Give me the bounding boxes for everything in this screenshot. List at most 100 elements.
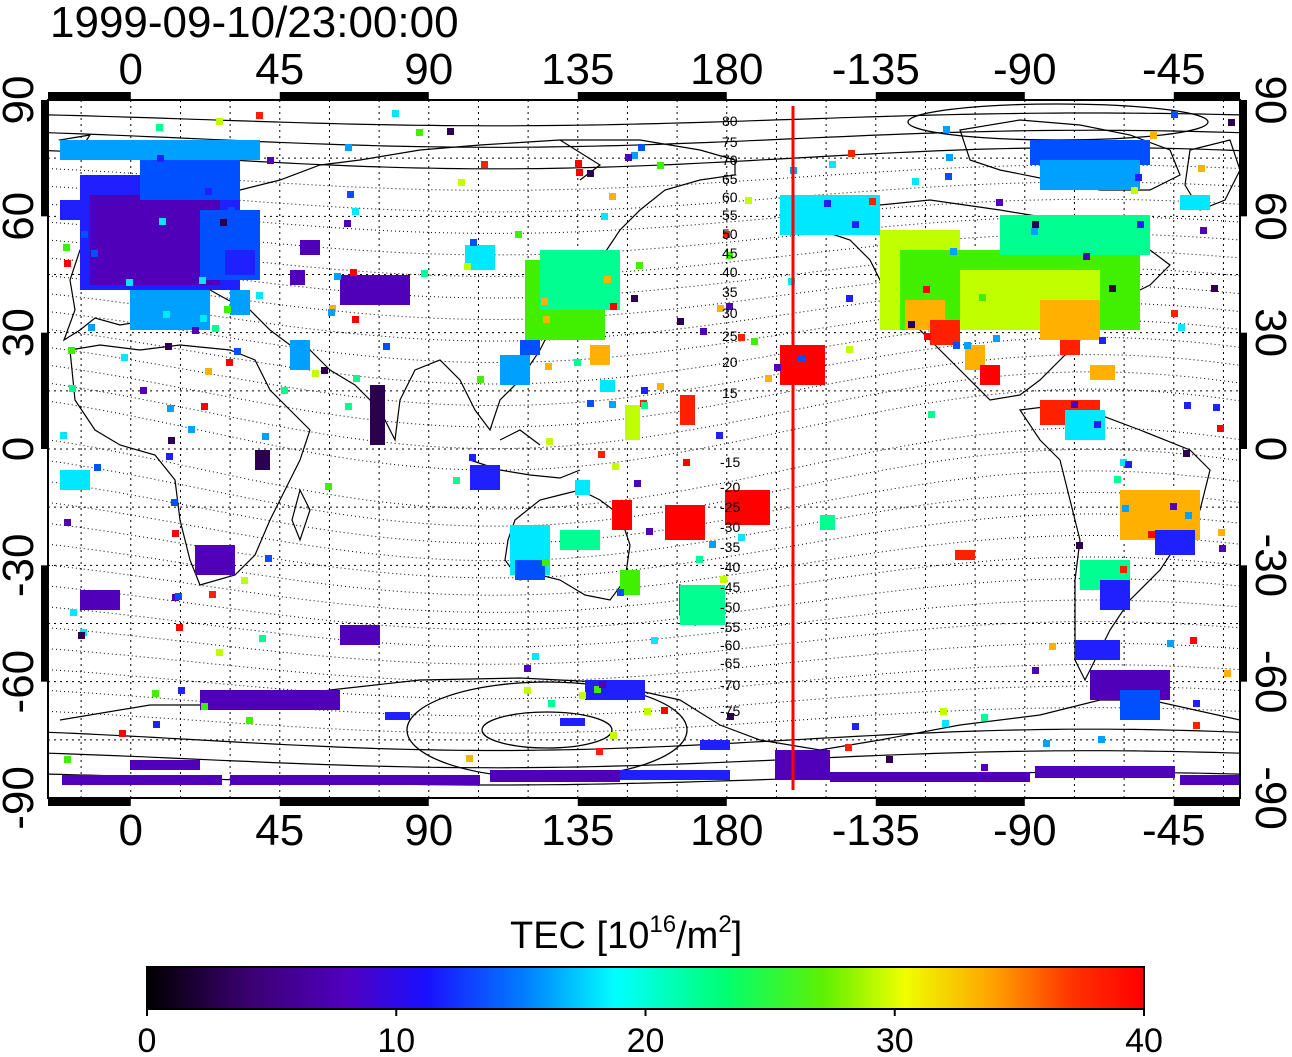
contour-label: -75 — [720, 703, 740, 719]
tec-cell — [340, 275, 410, 305]
tec-cell — [220, 219, 227, 226]
tec-cell — [625, 405, 640, 440]
tec-cell — [993, 335, 1000, 342]
tec-cell — [241, 577, 248, 584]
tec-cell — [383, 343, 390, 350]
tec-cell — [996, 199, 1003, 206]
tec-cell — [325, 483, 332, 490]
tec-cell — [1171, 111, 1178, 118]
tec-cell — [1094, 421, 1101, 428]
tec-cell — [1043, 740, 1050, 747]
tec-cell — [651, 637, 658, 644]
tec-cell — [601, 213, 608, 220]
longitude-tick-label: -90 — [993, 806, 1057, 855]
tec-cell — [1137, 221, 1144, 228]
tec-cell — [1148, 531, 1155, 538]
tec-cell — [579, 692, 586, 699]
tec-cell — [680, 585, 725, 625]
tec-cell — [1035, 766, 1175, 778]
tec-cell — [205, 368, 212, 375]
contour-line — [48, 535, 1240, 596]
tec-cell — [950, 248, 957, 255]
tec-cell — [576, 169, 583, 176]
contour-label: -25 — [720, 499, 740, 515]
tec-cell — [1125, 461, 1132, 468]
longitude-tick-label: 90 — [404, 45, 453, 94]
contour-label: -60 — [720, 637, 740, 653]
tec-cell — [1032, 667, 1039, 674]
tec-cell — [774, 364, 781, 371]
tec-cell — [265, 555, 272, 562]
latitude-tick-label: 90 — [0, 76, 43, 125]
tec-cell — [1171, 310, 1178, 317]
tec-cell — [542, 559, 549, 566]
frame-segment — [1240, 100, 1247, 217]
tec-cell — [226, 359, 233, 366]
tec-cell — [1170, 503, 1177, 510]
tec-cell — [68, 347, 75, 354]
tec-cell — [216, 649, 223, 656]
tec-cell — [1218, 529, 1225, 536]
tec-cell — [953, 342, 960, 349]
frame-segment — [279, 92, 429, 99]
longitude-tick-label: 45 — [255, 806, 304, 855]
bottom-longitude-axis: 0 45 90 135 180 -135 -90 -45 — [119, 806, 1206, 855]
tec-cell — [1120, 566, 1127, 573]
tec-cell — [1185, 512, 1192, 519]
tec-cell — [515, 231, 522, 238]
tec-cell — [924, 333, 931, 340]
tec-cell — [300, 240, 320, 255]
tec-cell — [981, 714, 988, 721]
tec-cell — [70, 609, 77, 616]
tec-cell — [172, 530, 179, 537]
tec-cell — [163, 311, 170, 318]
left-latitude-axis: 90 60 30 0 -30 -60 -90 — [0, 76, 43, 830]
tec-cell — [199, 277, 206, 284]
tec-cell — [612, 500, 632, 530]
tec-cell — [609, 193, 616, 200]
tec-cell — [152, 690, 159, 697]
contour-label: 15 — [722, 385, 738, 401]
longitude-tick-label: 90 — [404, 806, 453, 855]
contour-label: 20 — [722, 354, 738, 370]
tec-cell — [541, 298, 548, 305]
tec-cell — [634, 480, 641, 487]
tec-cell — [1217, 425, 1224, 432]
tec-cell — [469, 454, 476, 461]
tec-cell — [964, 342, 971, 349]
contour-label: 80 — [722, 113, 738, 129]
tec-cell — [1183, 450, 1190, 457]
contour-label: 40 — [722, 264, 738, 280]
frame-segment — [279, 799, 429, 806]
tec-cell — [157, 155, 164, 162]
tec-cell — [259, 635, 266, 642]
latitude-tick-label: 0 — [0, 437, 43, 461]
tec-cell — [646, 528, 653, 535]
tec-cell — [1200, 227, 1207, 234]
tec-cell — [657, 162, 664, 169]
tec-cell — [167, 405, 174, 412]
tec-cell — [587, 170, 594, 177]
tec-cell — [328, 309, 335, 316]
tec-cell — [598, 451, 605, 458]
top-longitude-axis: 0 45 90 135 180 -135 -90 -45 — [119, 45, 1206, 94]
tec-cell — [908, 321, 915, 328]
tec-cell — [943, 126, 950, 133]
tec-cell — [620, 570, 640, 595]
tec-cell — [1120, 690, 1160, 720]
tec-cell — [345, 144, 352, 151]
frame-segment — [1240, 565, 1247, 682]
tec-cell — [1071, 401, 1078, 408]
contour-line — [48, 513, 1240, 579]
contour-line — [48, 491, 1240, 562]
tec-cell — [201, 403, 208, 410]
tec-cell — [641, 402, 648, 409]
tec-cell — [723, 231, 730, 238]
tec-cell — [1076, 542, 1083, 549]
colorbar-tick-label: 30 — [876, 1022, 914, 1057]
contour-label: 50 — [722, 226, 738, 242]
tec-cell — [751, 338, 758, 345]
tec-cell — [188, 426, 195, 433]
contour-line — [48, 642, 1240, 683]
tec-cell — [165, 343, 172, 350]
